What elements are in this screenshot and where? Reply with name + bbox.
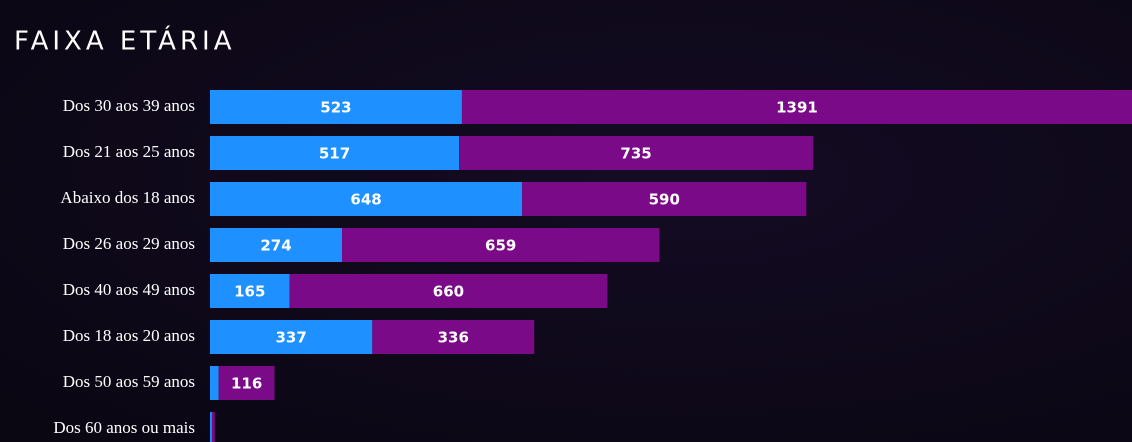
category-label: Dos 40 aos 49 anos bbox=[63, 280, 195, 299]
bar-segment bbox=[210, 228, 342, 262]
data-label: 523 bbox=[320, 99, 351, 117]
bar-segment bbox=[210, 320, 373, 354]
data-label: 336 bbox=[438, 329, 469, 347]
data-label: 517 bbox=[319, 145, 350, 163]
data-label: 660 bbox=[433, 283, 464, 301]
bar-segment bbox=[522, 182, 807, 216]
category-label: Dos 50 aos 59 anos bbox=[63, 372, 195, 391]
bar-segment bbox=[372, 320, 535, 354]
bar-segment bbox=[461, 90, 1132, 124]
category-label: Dos 60 anos ou mais bbox=[53, 418, 195, 437]
bar-segment bbox=[210, 412, 212, 442]
data-label: 1391 bbox=[776, 99, 818, 117]
bar-segment bbox=[218, 366, 275, 400]
category-label: Dos 30 aos 39 anos bbox=[63, 96, 195, 115]
category-label: Dos 18 aos 20 anos bbox=[63, 326, 195, 345]
bar-segment bbox=[210, 136, 460, 170]
data-label: 337 bbox=[276, 329, 307, 347]
data-label: 274 bbox=[260, 237, 291, 255]
bar-segment bbox=[289, 274, 608, 308]
category-label: Dos 26 aos 29 anos bbox=[63, 234, 195, 253]
bar-segment bbox=[211, 412, 215, 442]
bar-segment bbox=[210, 274, 290, 308]
data-label: 648 bbox=[350, 191, 381, 209]
bar-segment bbox=[341, 228, 660, 262]
data-label: 590 bbox=[649, 191, 680, 209]
category-label: Abaixo dos 18 anos bbox=[60, 188, 195, 207]
category-label: Dos 21 aos 25 anos bbox=[63, 142, 195, 161]
bar-segment bbox=[210, 90, 462, 124]
bar-segment bbox=[210, 182, 523, 216]
data-label: 116 bbox=[231, 375, 262, 393]
bar-segment bbox=[459, 136, 814, 170]
bar-segment bbox=[210, 366, 219, 400]
data-label: 735 bbox=[620, 145, 651, 163]
chart-title: FAIXA ETÁRIA bbox=[14, 25, 235, 57]
data-label: 165 bbox=[234, 283, 265, 301]
data-label: 659 bbox=[485, 237, 516, 255]
